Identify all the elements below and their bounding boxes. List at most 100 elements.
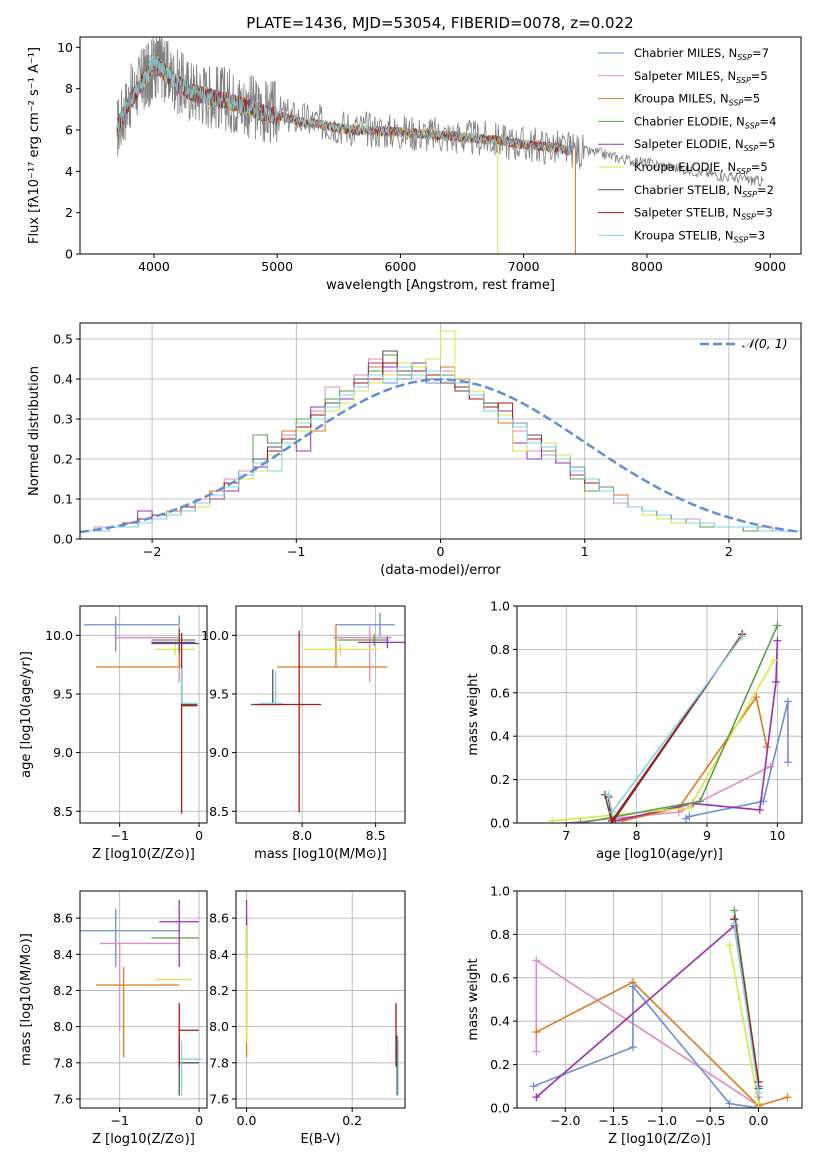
y-tick-label: 0.0 (53, 532, 73, 547)
legend-label-main: Kroupa ELODIE, N (634, 160, 736, 174)
legend-label-sub: SSP (734, 235, 749, 244)
x-tick-label: −1 (110, 828, 128, 843)
axes-frame (79, 605, 208, 824)
legend-label: Kroupa MILES, NSSP=5 (634, 92, 760, 108)
axes-frame (79, 890, 208, 1109)
model-spectrum-kroupa_stelib (116, 53, 573, 156)
legend-label-sub: SSP (741, 213, 756, 222)
y-tick-label: 0.3 (53, 412, 73, 427)
legend-label-main: Salpeter ELODIE, N (634, 137, 744, 151)
y-tick-label: 0.6 (490, 685, 510, 700)
x-tick-label: −0.5 (695, 1113, 725, 1128)
y-tick-label: 0.0 (490, 816, 510, 831)
x-tick-label: 9000 (754, 259, 786, 274)
x-axis-label: Z [log10(Z/Z⊙)] (92, 1132, 195, 1147)
legend-label-count: =5 (751, 160, 768, 174)
y-tick-label: 0.2 (490, 772, 510, 787)
x-tick-label: 0.2 (342, 1113, 362, 1128)
y-tick-label: 9.5 (209, 686, 229, 701)
y-axis-label: mass weight (466, 958, 481, 1040)
y-tick-label: 8.0 (53, 1019, 73, 1034)
x-axis-label: E(B-V) (300, 1132, 340, 1147)
y-axis-label: age [log10(age/yr)] (19, 651, 34, 778)
y-tick-label: 0.8 (490, 927, 510, 942)
legend-label-main: Kroupa MILES, N (634, 92, 729, 106)
x-axis-label: wavelength [Angstrom, rest frame] (326, 278, 555, 293)
plot-area (80, 900, 202, 1096)
legend-label-count: =2 (757, 183, 774, 197)
x-tick-label: 0.0 (749, 1113, 769, 1128)
legend-label: Kroupa STELIB, NSSP=3 (634, 228, 765, 244)
x-axis-label: Z [log10(Z/Z⊙)] (92, 847, 195, 862)
plot-area (529, 906, 792, 1108)
legend-label: Salpeter MILES, NSSP=5 (634, 69, 768, 85)
y-tick-label: 2 (65, 205, 73, 220)
x-tick-label: 0 (195, 828, 203, 843)
y-tick-label: 10 (57, 40, 73, 55)
series-line-kroupa_miles (622, 695, 768, 822)
y-tick-label: 4 (65, 164, 73, 179)
mass-weight-vs-Z-panel: −2.0 −1.5 −1.0 −0.5 0.0 0.0 0.2 0.4 0.6 0.8 1.0 Z [… (466, 884, 803, 1147)
plot-area (116, 37, 764, 254)
series-line-salpeter_elodie (615, 640, 779, 822)
y-tick-label: 9.0 (209, 745, 229, 760)
figure-title: PLATE=1436, MJD=53054, FIBERID=0078, z=0… (246, 14, 633, 32)
y-tick-label: 8.4 (209, 947, 229, 962)
residuals-plot: −2 −1 0 1 2 0.0 0.1 0.2 0.3 0.4 0.5 (data-model)/er… (27, 322, 802, 578)
legend-label-sub: SSP (736, 76, 751, 85)
data-spectrum (116, 37, 764, 188)
y-tick-label: 0.4 (490, 729, 510, 744)
x-tick-label: 10 (769, 828, 785, 843)
x-tick-label: −2.0 (550, 1113, 580, 1128)
legend-label-sub: SSP (737, 53, 752, 62)
y-tick-label: 0.2 (490, 1057, 510, 1072)
y-tick-label: 8.2 (209, 983, 229, 998)
x-tick-label: 7 (562, 828, 570, 843)
x-tick-label: 1 (581, 544, 589, 559)
legend-label-count: =4 (760, 114, 777, 128)
spectrum-panel: 4000 5000 6000 7000 8000 9000 0 2 4 6 8 10 wavelengt… (27, 36, 802, 293)
y-tick-label: 6 (65, 123, 73, 138)
y-tick-label: 0.1 (53, 492, 73, 507)
plot-area (80, 330, 801, 539)
mass-vs-Z-panel: −1 0 7.6 7.8 8.0 8.2 8.4 8.6 Z [log10(Z/Z⊙)] mass… (19, 890, 208, 1147)
mass-weight-vs-age-panel: 7 8 9 10 0.0 0.2 0.4 0.6 0.8 1.0 age [log10(age/yr… (466, 599, 803, 862)
x-tick-label: 8000 (631, 259, 663, 274)
y-tick-label: 7.6 (53, 1091, 73, 1106)
x-axis-label: mass [log10(M/M⊙)] (254, 847, 387, 862)
x-tick-label: 0 (195, 1113, 203, 1128)
legend-label: Chabrier MILES, NSSP=7 (634, 46, 769, 62)
y-axis-label: mass weight (466, 673, 481, 755)
legend-label-sub: SSP (745, 121, 760, 130)
y-tick-label: 0.8 (490, 642, 510, 657)
y-tick-label: 8.0 (209, 1019, 229, 1034)
plot-area (83, 615, 200, 814)
x-tick-label: −1.5 (598, 1113, 628, 1128)
legend-label: Salpeter STELIB, NSSP=3 (634, 206, 773, 222)
legend-label-sub: SSP (736, 167, 751, 176)
spectrum-plot: 4000 5000 6000 7000 8000 9000 0 2 4 6 8 10 wavelengt… (27, 36, 802, 293)
residuals-panel: −2 −1 0 1 2 0.0 0.1 0.2 0.3 0.4 0.5 (data-model)/er… (27, 322, 802, 578)
series-line-kroupa_miles (535, 981, 788, 1107)
x-tick-label: −1 (287, 544, 305, 559)
legend-label-main: Salpeter MILES, N (634, 69, 736, 83)
legend-label-count: =3 (756, 206, 773, 220)
y-tick-label: 0.4 (53, 372, 73, 387)
plot-area (245, 900, 399, 1096)
legend-label-count: =5 (743, 92, 760, 106)
y-tick-label: 0.2 (53, 452, 73, 467)
y-tick-label: 9.5 (53, 686, 73, 701)
series-line-kroupa_elodie (728, 945, 760, 1104)
legend-label-main: Salpeter STELIB, N (634, 206, 741, 220)
x-tick-label: 8.5 (366, 828, 386, 843)
axes-frame (235, 890, 406, 1109)
plot-area (250, 613, 405, 813)
histogram-kroupa_stelib (80, 366, 801, 539)
y-axis-label: Normed distribution (27, 366, 42, 496)
histogram-kroupa_elodie (80, 330, 801, 539)
y-tick-label: 10.0 (45, 628, 73, 643)
legend-label: Chabrier ELODIE, NSSP=4 (634, 114, 776, 130)
y-axis-label: Flux [fλ10⁻¹⁷ erg cm⁻² s⁻¹ A⁻¹] (27, 47, 42, 244)
